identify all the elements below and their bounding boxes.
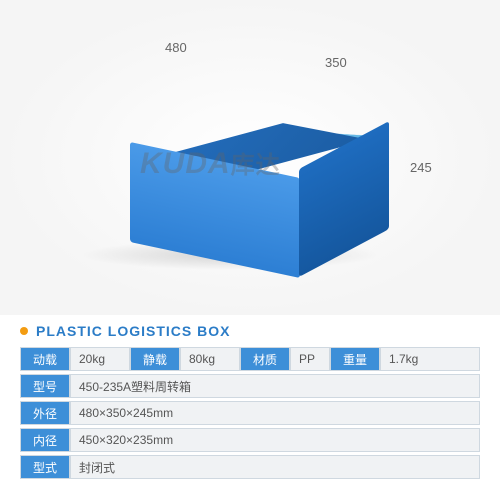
- heading-text: PLASTIC LOGISTICS BOX: [36, 323, 230, 339]
- model-label: 型号: [20, 374, 70, 398]
- specifications-panel: PLASTIC LOGISTICS BOX 动载 20kg 静载 80kg 材质…: [0, 315, 500, 479]
- spec-heading: PLASTIC LOGISTICS BOX: [20, 323, 480, 339]
- weight-value: 1.7kg: [380, 347, 480, 371]
- material-label: 材质: [240, 347, 290, 371]
- weight-label: 重量: [330, 347, 380, 371]
- outer-dim-value: 480×350×245mm: [70, 401, 480, 425]
- inner-dim-value: 450×320×235mm: [70, 428, 480, 452]
- spec-row-capacity: 动载 20kg 静载 80kg 材质 PP 重量 1.7kg: [20, 347, 480, 371]
- static-load-value: 80kg: [180, 347, 240, 371]
- inner-dim-label: 内径: [20, 428, 70, 452]
- dynamic-load-label: 动载: [20, 347, 70, 371]
- type-value: 封闭式: [70, 455, 480, 479]
- watermark-chinese: 库达: [231, 152, 281, 179]
- dimension-height: 245: [410, 160, 432, 175]
- spec-row-outer: 外径 480×350×245mm: [20, 401, 480, 425]
- material-value: PP: [290, 347, 330, 371]
- outer-dim-label: 外径: [20, 401, 70, 425]
- dimension-width: 480: [165, 40, 187, 55]
- model-value: 450-235A塑料周转箱: [70, 374, 480, 398]
- dimension-depth: 350: [325, 55, 347, 70]
- brand-watermark: KUDA库达: [140, 145, 281, 181]
- watermark-english: KUDA: [140, 147, 231, 180]
- static-load-label: 静载: [130, 347, 180, 371]
- bullet-icon: [20, 327, 28, 335]
- type-label: 型式: [20, 455, 70, 479]
- spec-row-inner: 内径 450×320×235mm: [20, 428, 480, 452]
- product-image-area: 480 350 245 KUDA库达: [0, 0, 500, 315]
- dynamic-load-value: 20kg: [70, 347, 130, 371]
- spec-row-model: 型号 450-235A塑料周转箱: [20, 374, 480, 398]
- spec-row-type: 型式 封闭式: [20, 455, 480, 479]
